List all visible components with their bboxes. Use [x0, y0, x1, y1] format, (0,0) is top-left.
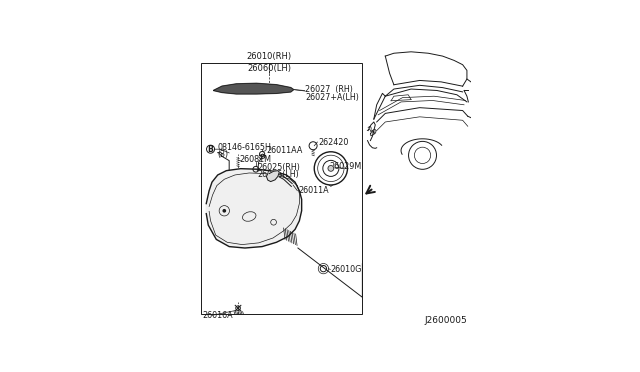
Text: 26027+A(LH): 26027+A(LH) [305, 93, 359, 102]
Polygon shape [371, 129, 376, 136]
Text: B: B [208, 145, 213, 154]
Text: 26081M: 26081M [239, 155, 271, 164]
Text: J2600005: J2600005 [424, 316, 467, 326]
Polygon shape [213, 83, 294, 94]
Text: 26025(RH): 26025(RH) [258, 163, 301, 172]
Text: (3): (3) [218, 150, 229, 160]
Text: 26010(RH)
26060(LH): 26010(RH) 26060(LH) [246, 52, 292, 73]
Text: 26027  (RH): 26027 (RH) [305, 84, 353, 93]
Text: 26011A: 26011A [298, 186, 328, 195]
Text: 26075(LH): 26075(LH) [258, 170, 300, 179]
Circle shape [223, 210, 225, 212]
Polygon shape [206, 169, 301, 248]
Circle shape [328, 166, 333, 171]
Polygon shape [266, 171, 279, 182]
Text: 08146-6165H: 08146-6165H [218, 143, 271, 152]
Bar [200, 63, 362, 314]
Text: 26029M: 26029M [330, 162, 362, 171]
Text: 26010G: 26010G [331, 265, 362, 274]
Text: 26016A: 26016A [202, 311, 233, 320]
Text: 262420: 262420 [318, 138, 348, 147]
Text: 26011AA: 26011AA [266, 146, 303, 155]
